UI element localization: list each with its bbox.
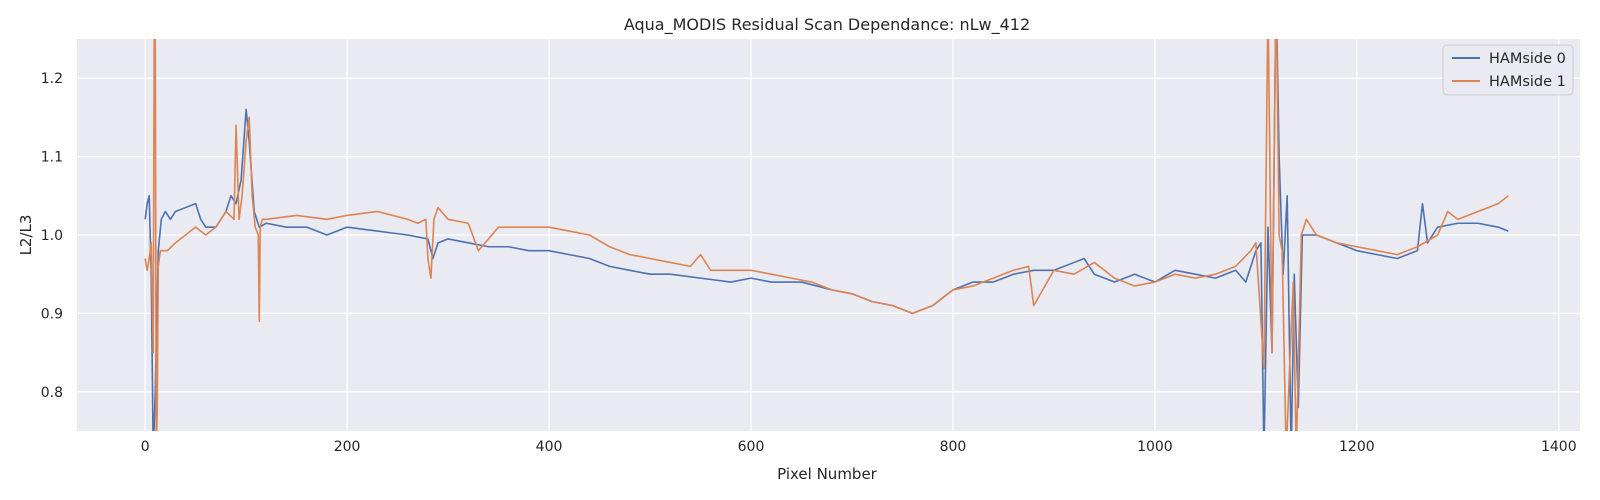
legend: HAMside 0 HAMside 1 (1442, 44, 1574, 96)
y-tick-label: 0.9 (41, 306, 63, 322)
x-tick-label: 400 (536, 439, 563, 455)
x-tick-label: 200 (334, 439, 361, 455)
y-tick-label: 1.0 (41, 228, 63, 244)
y-tick-label: 0.8 (41, 385, 63, 401)
x-tick-label: 1400 (1541, 439, 1577, 455)
x-tick-label: 1000 (1137, 439, 1173, 455)
x-tick-label: 1200 (1339, 439, 1375, 455)
chart-title: Aqua_MODIS Residual Scan Dependance: nLw… (624, 15, 1030, 35)
series-line-hamside-0 (144, 39, 1509, 431)
y-tick-label: 1.1 (41, 150, 63, 166)
x-tick-label: 600 (738, 439, 765, 455)
legend-label: HAMside 1 (1489, 74, 1566, 90)
series-line-hamside-1 (144, 39, 1509, 431)
x-axis-label: Pixel Number (777, 465, 878, 483)
legend-label: HAMside 0 (1489, 51, 1566, 67)
x-tick-label: 0 (141, 439, 150, 455)
y-axis-label: L2/L3 (17, 215, 35, 256)
y-tick-label: 1.2 (41, 71, 63, 87)
series-group (144, 39, 1509, 431)
axis-ticks: 0 200 400 600 800 1000 1200 1400 0.8 0.9 1.0 1.1 1.2 (41, 71, 1577, 455)
x-tick-label: 800 (940, 439, 967, 455)
